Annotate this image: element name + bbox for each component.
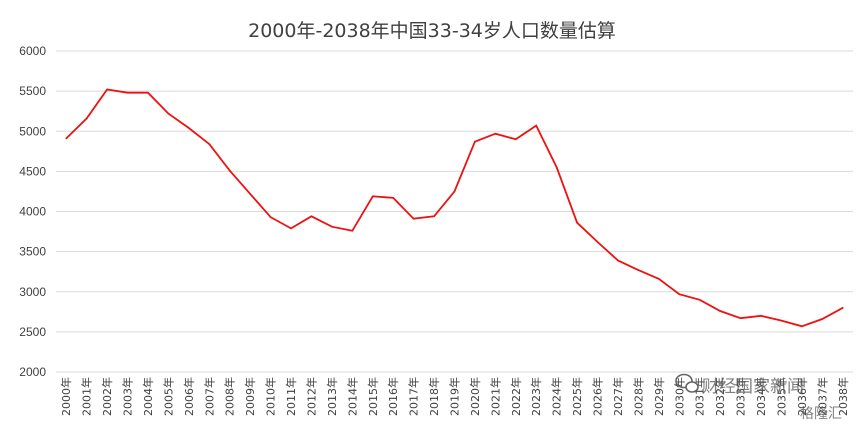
data-point (658, 278, 660, 280)
x-tick-label: 2005年 (161, 377, 175, 416)
x-tick-label: 2035年 (774, 377, 788, 416)
x-tick-label: 2020年 (468, 377, 482, 416)
y-tick-label: 2000 (19, 365, 46, 379)
x-tick-label: 2003年 (121, 377, 135, 416)
data-point (65, 137, 68, 140)
watermark-text: 财经国家新闻 (702, 377, 804, 397)
x-tick-label: 2018年 (427, 377, 441, 416)
watermark: 财经国家新闻 格隆汇 (675, 373, 842, 422)
data-point (821, 318, 824, 320)
x-axis-ticks: 2000年 2001年 2002年 2003年 2004年 2005年 2006年 2007年… (59, 377, 850, 416)
wechat-icon (675, 373, 699, 393)
y-tick-label: 5000 (19, 124, 46, 138)
x-tick-label: 2021年 (488, 377, 502, 416)
data-point (698, 298, 701, 301)
x-tick-label: 2019年 (448, 377, 462, 416)
x-tick-label: 2002年 (100, 377, 114, 416)
x-tick-label: 2017年 (407, 377, 421, 416)
x-tick-label: 2009年 (243, 377, 257, 416)
y-axis-ticks: 2000 2500 3000 3500 4000 4500 5000 5500 6000 (19, 44, 46, 379)
y-tick-label: 6000 (19, 44, 46, 58)
data-point (126, 91, 129, 94)
y-tick-label: 2500 (19, 325, 46, 339)
data-point (433, 215, 435, 218)
data-point (494, 132, 497, 135)
x-tick-label: 2032年 (713, 377, 727, 416)
data-point (576, 221, 578, 224)
data-point (760, 315, 762, 317)
data-point (290, 227, 292, 230)
x-tick-label: 2014年 (345, 377, 359, 416)
data-point (515, 138, 517, 141)
data-point (269, 216, 272, 218)
data-point (535, 124, 538, 127)
data-point (351, 229, 354, 232)
data-point (85, 117, 88, 120)
chart-title: 2000年-2038年中国33-34岁人口数量估算 (248, 20, 616, 42)
data-point (228, 169, 231, 172)
data-point (167, 112, 170, 115)
x-tick-label: 2025年 (570, 377, 584, 416)
data-point (719, 310, 721, 312)
data-point (678, 293, 681, 295)
x-tick-label: 2000年 (59, 377, 73, 416)
x-tick-label: 2022年 (509, 377, 523, 416)
data-point (208, 143, 211, 145)
x-tick-label: 2038年 (836, 377, 850, 416)
data-point (249, 193, 251, 195)
x-tick-label: 2008年 (223, 377, 237, 416)
y-tick-label: 4000 (19, 205, 46, 219)
x-tick-label: 2006年 (182, 377, 196, 416)
data-point (188, 127, 190, 129)
x-tick-label: 2029年 (652, 377, 666, 416)
x-tick-label: 2015年 (366, 377, 380, 416)
data-point (147, 91, 149, 94)
data-point (331, 225, 333, 228)
x-tick-label: 2024年 (550, 377, 564, 416)
watermark-sub: 格隆汇 (800, 406, 842, 422)
x-tick-label: 2037年 (815, 377, 829, 416)
data-point (555, 166, 558, 169)
data-point (596, 241, 599, 243)
x-tick-label: 2010年 (264, 377, 278, 416)
data-point (371, 195, 374, 198)
data-point (780, 319, 783, 322)
x-tick-label: 2001年 (80, 377, 94, 416)
data-point (412, 217, 415, 220)
x-tick-label: 2034年 (754, 377, 768, 416)
data-point (106, 88, 108, 91)
data-point (841, 307, 844, 309)
x-tick-label: 2028年 (631, 377, 645, 416)
x-tick-label: 2007年 (202, 377, 216, 416)
data-point (637, 269, 640, 271)
x-tick-label: 2013年 (325, 377, 339, 416)
series-line (65, 88, 844, 328)
data-point (453, 190, 456, 193)
x-tick-label: 2012年 (304, 377, 318, 416)
y-tick-label: 3000 (19, 285, 46, 299)
y-tick-label: 3500 (19, 245, 46, 259)
data-point (801, 325, 803, 328)
x-tick-label: 2033年 (734, 377, 748, 416)
x-tick-label: 2016年 (386, 377, 400, 416)
data-point (739, 317, 742, 320)
x-tick-label: 2027年 (611, 377, 625, 416)
data-point (310, 215, 313, 218)
data-point (392, 197, 394, 199)
x-tick-label: 2023年 (529, 377, 543, 416)
x-tick-label: 2036年 (795, 377, 809, 416)
x-tick-label: 2030年 (672, 377, 686, 416)
data-point (474, 140, 476, 143)
series-layer (65, 88, 844, 328)
gridlines (56, 50, 853, 373)
x-tick-label: 2026年 (591, 377, 605, 416)
x-tick-label: 2011年 (284, 377, 298, 416)
y-tick-label: 4500 (19, 164, 46, 178)
data-point (617, 259, 619, 262)
x-tick-label: 2004年 (141, 377, 155, 416)
y-tick-label: 5500 (19, 84, 46, 98)
